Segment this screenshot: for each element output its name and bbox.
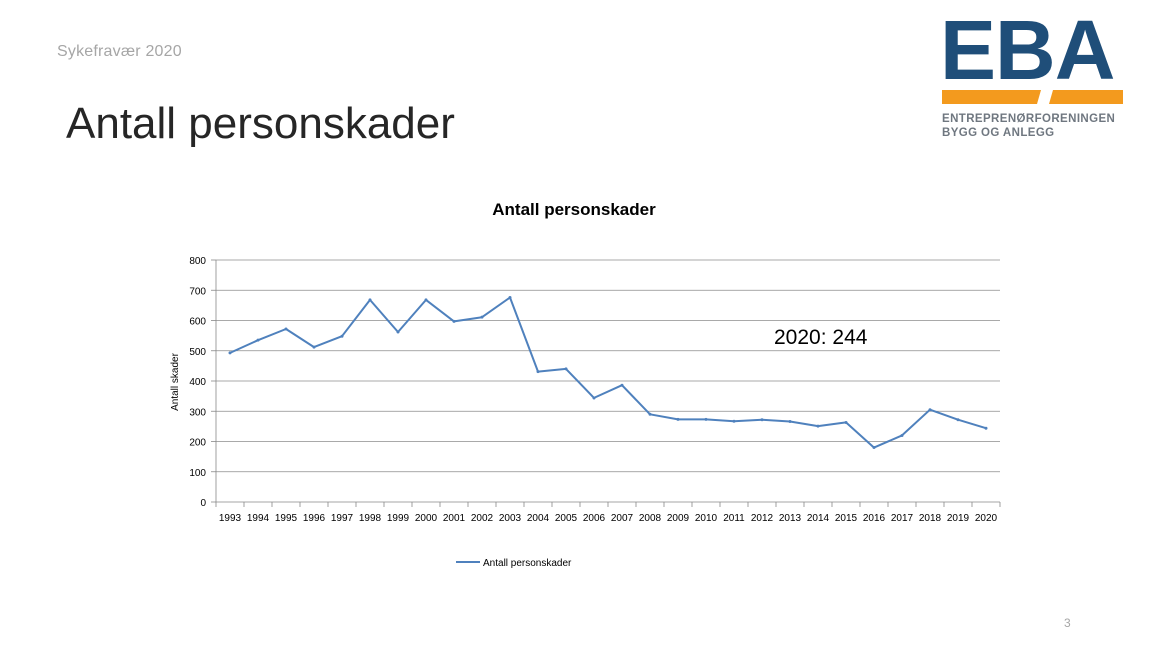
chart-annotation: 2020: 244: [774, 326, 868, 349]
data-point-2012: [760, 418, 764, 422]
data-point-2009: [676, 417, 680, 421]
x-tick-label: 2020: [975, 513, 998, 524]
x-tick-label: 2013: [779, 513, 802, 524]
data-point-2006: [592, 396, 596, 400]
page-number: 3: [1064, 616, 1071, 630]
data-point-2002: [480, 315, 484, 319]
x-tick-label: 2011: [723, 513, 745, 524]
y-tick-label: 500: [189, 347, 206, 358]
data-point-2007: [620, 383, 624, 387]
data-point-2015: [844, 420, 848, 424]
data-point-2013: [788, 420, 792, 424]
logo-orange-bars: [942, 90, 1123, 104]
data-point-1997: [340, 334, 344, 338]
x-tick-label: 1999: [387, 513, 410, 524]
data-point-2014: [816, 424, 820, 428]
x-tick-label: 2016: [863, 513, 886, 524]
data-point-2018: [928, 408, 932, 412]
data-point-2019: [956, 418, 960, 422]
y-tick-label: 0: [200, 498, 206, 509]
x-tick-label: 2003: [499, 513, 522, 524]
series-points: [228, 296, 988, 450]
line-chart: Antall personskader 0 100 200 300 400 500 600 7…: [170, 200, 1001, 569]
x-tick-label: 2002: [471, 513, 494, 524]
x-tick-label: 2006: [583, 513, 606, 524]
x-axis-ticks: 1993 1994 1995 1996 1997 1998 1999 2000 2001 2002…: [215, 502, 1001, 524]
y-tick-label: 700: [189, 286, 206, 297]
data-point-1995: [284, 327, 288, 331]
x-tick-label: 2010: [695, 513, 718, 524]
logo-letters: EBA: [940, 3, 1115, 97]
data-point-2001: [452, 319, 456, 323]
x-tick-label: 1993: [219, 513, 242, 524]
y-axis-ticks: 0 100 200 300 400 500 600 700 800: [189, 256, 216, 509]
y-tick-label: 600: [189, 317, 206, 328]
x-tick-label: 1995: [275, 513, 298, 524]
x-tick-label: 1996: [303, 513, 326, 524]
x-tick-label: 1998: [359, 513, 382, 524]
chart-title: Antall personskader: [492, 200, 656, 219]
y-tick-label: 800: [189, 256, 206, 267]
data-point-2020: [984, 426, 988, 430]
x-tick-label: 2018: [919, 513, 942, 524]
logo-text-line2: BYGG OG ANLEGG: [942, 127, 1055, 139]
x-tick-label: 2015: [835, 513, 858, 524]
y-tick-label: 300: [189, 407, 206, 418]
x-tick-label: 2012: [751, 513, 774, 524]
x-tick-label: 1997: [331, 513, 354, 524]
section-label: Sykefravær 2020: [57, 43, 182, 60]
x-tick-label: 2014: [807, 513, 830, 524]
data-point-1998: [368, 298, 372, 302]
x-tick-label: 2019: [947, 513, 970, 524]
data-point-1993: [228, 351, 232, 355]
x-tick-label: 1994: [247, 513, 270, 524]
page-title: Antall personskader: [66, 99, 455, 148]
data-point-2011: [732, 419, 736, 423]
chart-legend: Antall personskader: [456, 558, 572, 569]
data-point-2008: [648, 412, 652, 416]
x-tick-label: 2017: [891, 513, 914, 524]
x-tick-label: 2000: [415, 513, 438, 524]
y-tick-label: 400: [189, 377, 206, 388]
eba-logo: EBA ENTREPRENØRFORENINGEN BYGG OG ANLEGG: [940, 8, 1130, 144]
data-point-2000: [424, 298, 428, 302]
y-tick-label: 200: [189, 438, 206, 449]
data-point-1994: [256, 338, 260, 342]
data-point-2010: [704, 417, 708, 421]
data-point-1999: [396, 330, 400, 334]
data-point-1996: [312, 345, 316, 349]
x-tick-label: 2005: [555, 513, 578, 524]
legend-label: Antall personskader: [483, 558, 572, 569]
y-tick-label: 100: [189, 468, 206, 479]
x-tick-label: 2001: [443, 513, 466, 524]
data-point-2003: [508, 296, 512, 300]
data-point-2016: [872, 446, 876, 450]
series-line-antall-personskader: [229, 296, 987, 449]
data-point-2004: [536, 370, 540, 374]
data-point-2017: [900, 433, 904, 437]
x-tick-label: 2004: [527, 513, 550, 524]
chart-gridlines: [215, 259, 1000, 503]
x-tick-label: 2007: [611, 513, 634, 524]
y-axis-label: Antall skader: [170, 352, 181, 410]
logo-text-line1: ENTREPRENØRFORENINGEN: [942, 113, 1116, 125]
data-point-2005: [564, 367, 568, 371]
x-tick-label: 2009: [667, 513, 690, 524]
x-tick-label: 2008: [639, 513, 662, 524]
